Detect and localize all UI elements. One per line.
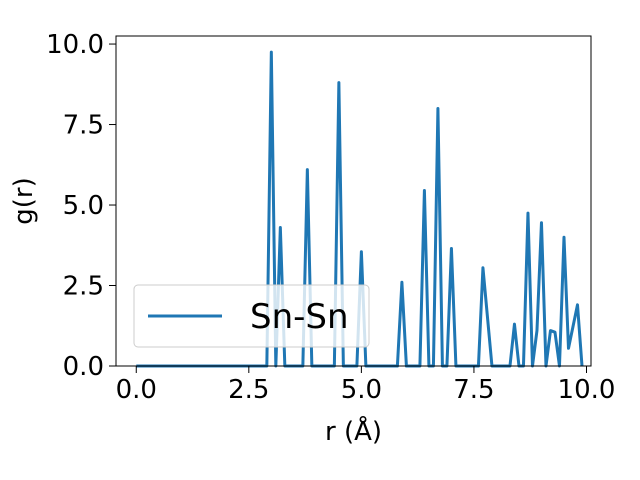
x-tick-label: 5.0: [341, 375, 382, 405]
y-axis-label: g(r): [9, 177, 39, 224]
series-line-sn-sn: [136, 50, 584, 368]
y-tick-label: 5.0: [63, 191, 104, 221]
x-tick-label: 7.5: [453, 375, 494, 405]
y-tick-label: 7.5: [63, 111, 104, 141]
x-tick-label: 10.0: [558, 375, 616, 405]
y-tick-label: 10.0: [46, 30, 104, 60]
ticks: 0.0 2.5 5.0 7.5 10.0 0.0 2.5 5.0 7.5 10.0: [46, 30, 615, 405]
series-group: [136, 50, 584, 368]
plot-frame: [115, 35, 592, 367]
x-tick-label: 0.0: [116, 375, 157, 405]
y-tick-label: 2.5: [63, 272, 104, 302]
legend-box: [133, 284, 370, 348]
x-axis-label: r (Å): [325, 415, 382, 447]
legend-label: Sn-Sn: [250, 297, 349, 337]
x-tick-label: 2.5: [228, 375, 269, 405]
y-tick-label: 0.0: [63, 352, 104, 382]
legend: Sn-Sn: [133, 284, 370, 348]
